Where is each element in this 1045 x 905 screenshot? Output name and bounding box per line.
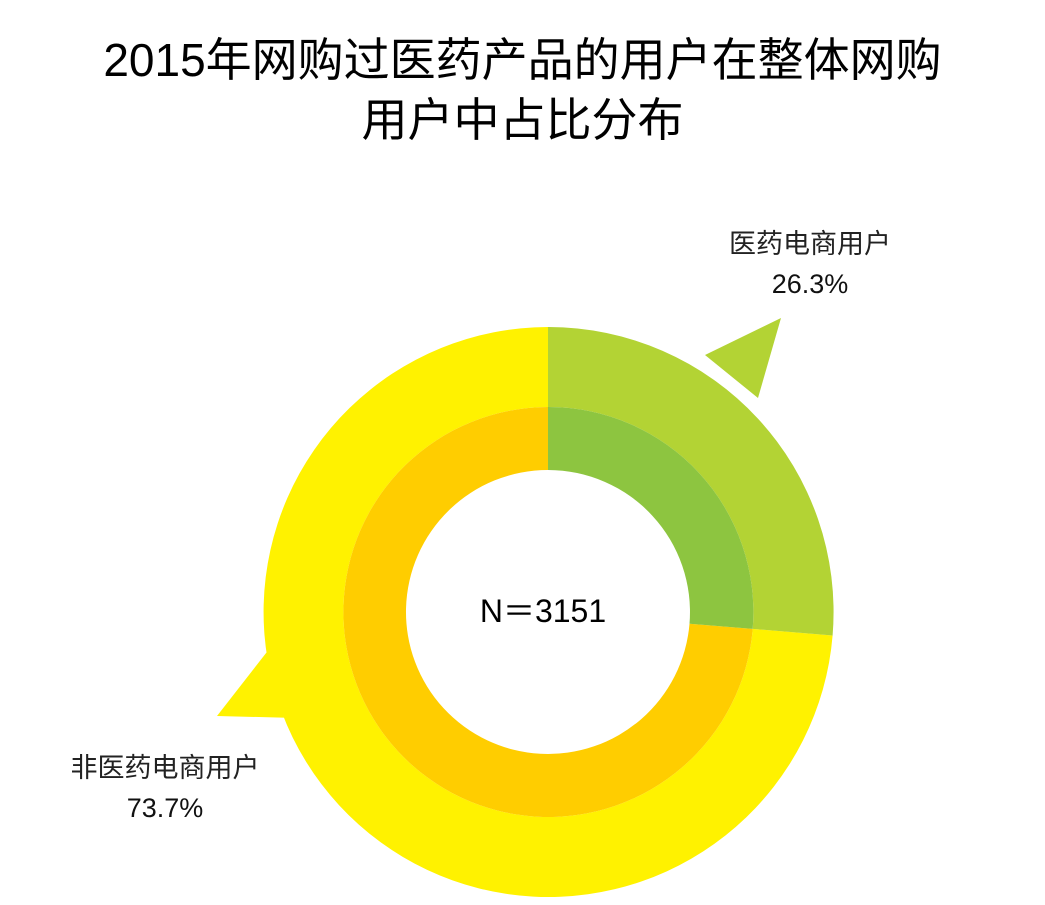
- chart-title-line-1: 2015年网购过医药产品的用户在整体网购: [103, 34, 942, 86]
- callout-label-medical: 医药电商用户 26.3%: [700, 224, 920, 304]
- segment-percent-medical: 26.3%: [771, 269, 849, 299]
- segment-label-non-medical: 非医药电商用户: [70, 753, 260, 783]
- sample-size-label: N＝3151: [479, 593, 607, 629]
- segment-medical-users: [548, 318, 834, 636]
- callout-pointer-medical: [705, 318, 781, 398]
- segment-non-medical-users: [217, 327, 833, 897]
- inner-arc-non-medical: [343, 407, 753, 817]
- chart-title: 2015年网购过医药产品的用户在整体网购 用户中占比分布: [0, 30, 1045, 150]
- chart-title-line-2: 用户中占比分布: [361, 94, 684, 146]
- outer-arc-medical: [548, 326, 834, 636]
- segment-percent-non-medical: 73.7%: [126, 793, 204, 823]
- inner-arc-medical: [548, 406, 754, 629]
- callout-label-non-medical: 非医药电商用户 73.7%: [40, 748, 290, 828]
- donut-hole: [407, 471, 689, 753]
- callout-pointer-non-medical: [217, 648, 296, 718]
- segment-label-medical: 医药电商用户: [729, 229, 891, 259]
